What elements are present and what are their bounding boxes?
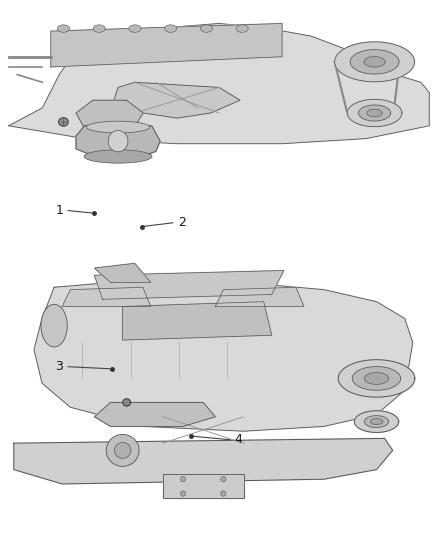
Polygon shape <box>350 50 399 74</box>
Polygon shape <box>51 23 282 67</box>
Ellipse shape <box>106 434 139 466</box>
Polygon shape <box>364 416 389 427</box>
Polygon shape <box>354 411 399 432</box>
Polygon shape <box>359 105 391 121</box>
Text: 1: 1 <box>55 204 63 217</box>
Polygon shape <box>114 82 240 118</box>
Polygon shape <box>367 109 382 117</box>
Ellipse shape <box>86 121 150 133</box>
Polygon shape <box>9 23 429 144</box>
Polygon shape <box>347 99 402 127</box>
Polygon shape <box>95 271 284 300</box>
Ellipse shape <box>236 25 248 33</box>
Ellipse shape <box>221 477 226 482</box>
Text: 4: 4 <box>235 433 243 446</box>
Ellipse shape <box>165 25 177 33</box>
Polygon shape <box>163 474 244 498</box>
Polygon shape <box>335 42 414 82</box>
Polygon shape <box>338 360 415 397</box>
Ellipse shape <box>129 25 141 33</box>
Polygon shape <box>14 438 392 484</box>
Polygon shape <box>371 418 382 425</box>
Polygon shape <box>352 367 401 390</box>
Polygon shape <box>215 287 304 306</box>
Ellipse shape <box>114 442 131 458</box>
Ellipse shape <box>59 118 68 126</box>
Polygon shape <box>34 282 413 431</box>
Ellipse shape <box>200 25 212 33</box>
Polygon shape <box>123 302 272 340</box>
Polygon shape <box>76 100 143 133</box>
Text: 3: 3 <box>55 360 63 373</box>
Ellipse shape <box>180 491 186 496</box>
Ellipse shape <box>57 25 70 33</box>
Ellipse shape <box>221 491 226 496</box>
Ellipse shape <box>41 304 67 347</box>
Polygon shape <box>364 56 385 67</box>
Ellipse shape <box>93 25 105 33</box>
Polygon shape <box>76 126 160 159</box>
Polygon shape <box>364 373 389 384</box>
Ellipse shape <box>108 131 128 152</box>
Polygon shape <box>95 402 215 426</box>
Polygon shape <box>62 287 151 306</box>
Ellipse shape <box>84 150 152 163</box>
Ellipse shape <box>180 477 186 482</box>
Ellipse shape <box>123 399 131 406</box>
Polygon shape <box>95 263 151 282</box>
Text: 2: 2 <box>178 216 186 229</box>
